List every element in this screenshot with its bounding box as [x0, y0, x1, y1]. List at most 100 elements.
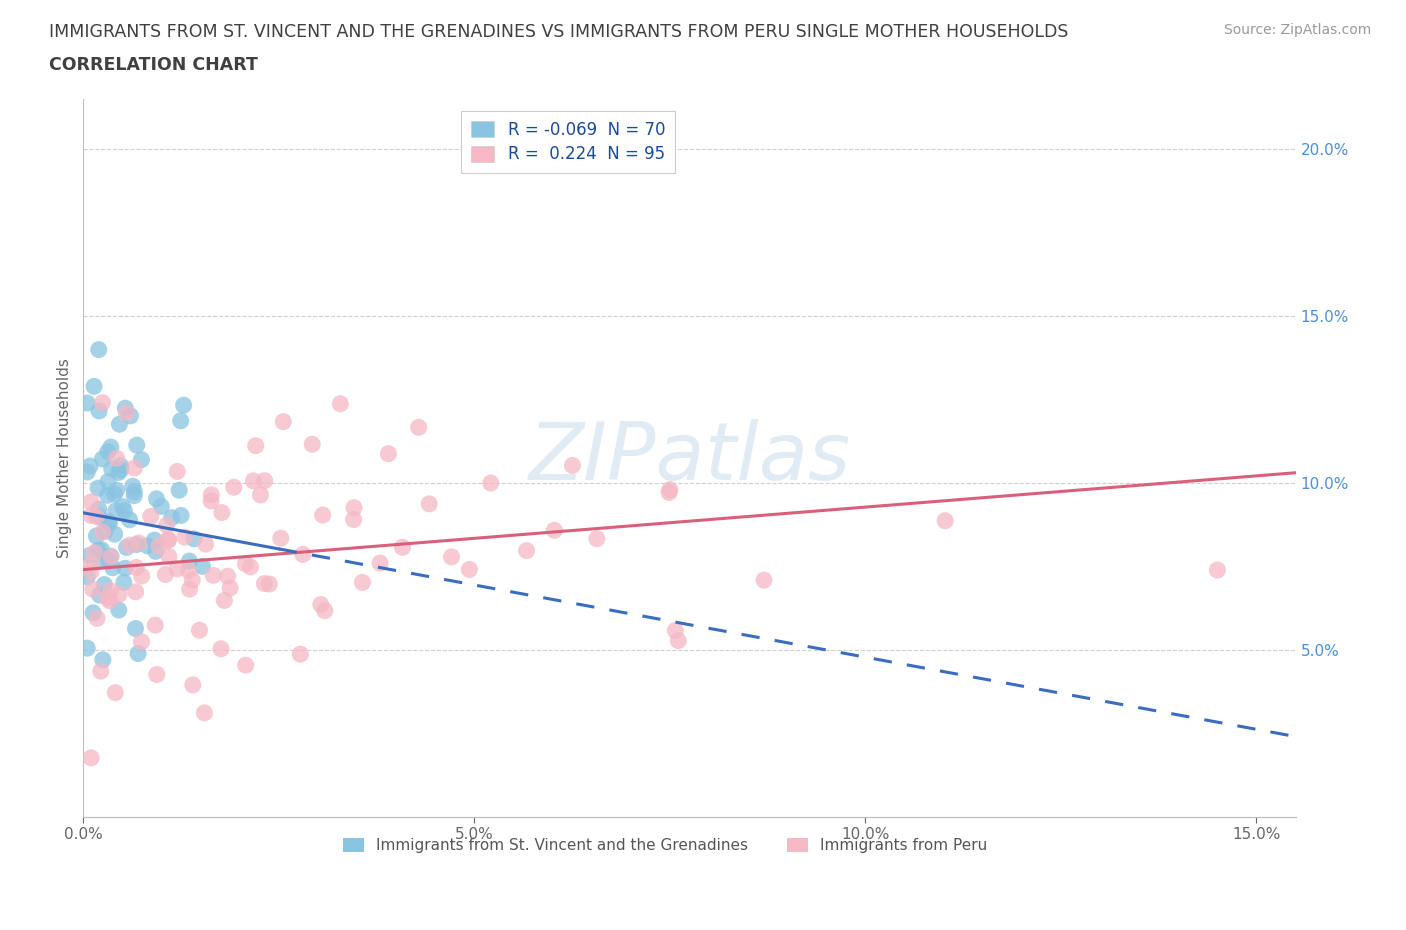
Point [179, 553, 201, 568]
Point [666, 633, 689, 648]
Point [114, 401, 136, 416]
Point [128, 536, 150, 551]
Point [100, 440, 122, 455]
Point [131, 452, 153, 467]
Point [83, 379, 105, 393]
Point [108, 417, 131, 432]
Point [110, 462, 132, 477]
Text: CORRELATION CHART: CORRELATION CHART [49, 56, 259, 73]
Point [89, 553, 111, 568]
Point [87, 481, 110, 496]
Point [87, 543, 110, 558]
Point [76, 464, 98, 479]
Point [214, 593, 236, 608]
Point [124, 485, 146, 499]
Point [418, 497, 440, 512]
Point [125, 584, 148, 599]
Point [90, 542, 112, 557]
Point [259, 577, 281, 591]
Point [115, 540, 138, 555]
Point [156, 518, 179, 533]
Point [235, 658, 257, 672]
Point [311, 508, 333, 523]
Point [145, 544, 167, 559]
Point [82, 605, 104, 620]
Point [125, 538, 148, 552]
Point [329, 396, 352, 411]
Point [86, 509, 108, 524]
Point [148, 538, 170, 553]
Point [111, 499, 134, 514]
Point [77, 548, 100, 563]
Point [155, 567, 177, 582]
Point [157, 550, 180, 565]
Point [202, 568, 225, 583]
Point [80, 751, 103, 765]
Point [127, 646, 149, 661]
Point [124, 621, 146, 636]
Point [291, 547, 314, 562]
Point [157, 533, 180, 548]
Point [160, 511, 183, 525]
Point [96, 591, 118, 605]
Point [114, 503, 136, 518]
Point [253, 576, 276, 591]
Point [125, 438, 148, 453]
Point [145, 667, 167, 682]
Point [76, 395, 98, 410]
Point [181, 573, 204, 588]
Point [118, 512, 141, 527]
Point [179, 581, 201, 596]
Point [98, 593, 121, 608]
Point [101, 560, 124, 575]
Point [131, 634, 153, 649]
Point [173, 398, 195, 413]
Text: IMMIGRANTS FROM ST. VINCENT AND THE GRENADINES VS IMMIGRANTS FROM PERU SINGLE MO: IMMIGRANTS FROM ST. VINCENT AND THE GREN… [49, 23, 1069, 41]
Point [659, 482, 682, 497]
Point [105, 451, 128, 466]
Point [561, 458, 583, 473]
Point [290, 646, 312, 661]
Text: Source: ZipAtlas.com: Source: ZipAtlas.com [1223, 23, 1371, 37]
Point [97, 514, 120, 529]
Point [87, 502, 110, 517]
Point [235, 556, 257, 571]
Point [83, 545, 105, 560]
Point [157, 532, 180, 547]
Point [222, 480, 245, 495]
Point [114, 561, 136, 576]
Point [245, 438, 267, 453]
Point [93, 578, 115, 592]
Point [170, 413, 193, 428]
Point [121, 479, 143, 494]
Point [368, 555, 391, 570]
Point [125, 560, 148, 575]
Point [76, 569, 98, 584]
Point [219, 580, 242, 595]
Point [217, 569, 239, 584]
Point [934, 513, 956, 528]
Point [309, 597, 332, 612]
Point [124, 460, 146, 475]
Point [191, 559, 214, 574]
Point [82, 582, 104, 597]
Text: ZIPatlas: ZIPatlas [529, 418, 851, 497]
Point [100, 549, 122, 564]
Point [150, 498, 173, 513]
Point [352, 575, 374, 590]
Point [100, 583, 122, 598]
Point [98, 516, 121, 531]
Point [120, 408, 142, 423]
Point [87, 342, 110, 357]
Point [183, 531, 205, 546]
Point [143, 533, 166, 548]
Point [112, 575, 135, 590]
Point [115, 405, 138, 420]
Point [86, 611, 108, 626]
Point [122, 488, 145, 503]
Point [211, 505, 233, 520]
Point [167, 483, 190, 498]
Point [253, 473, 276, 488]
Point [458, 562, 481, 577]
Point [209, 642, 232, 657]
